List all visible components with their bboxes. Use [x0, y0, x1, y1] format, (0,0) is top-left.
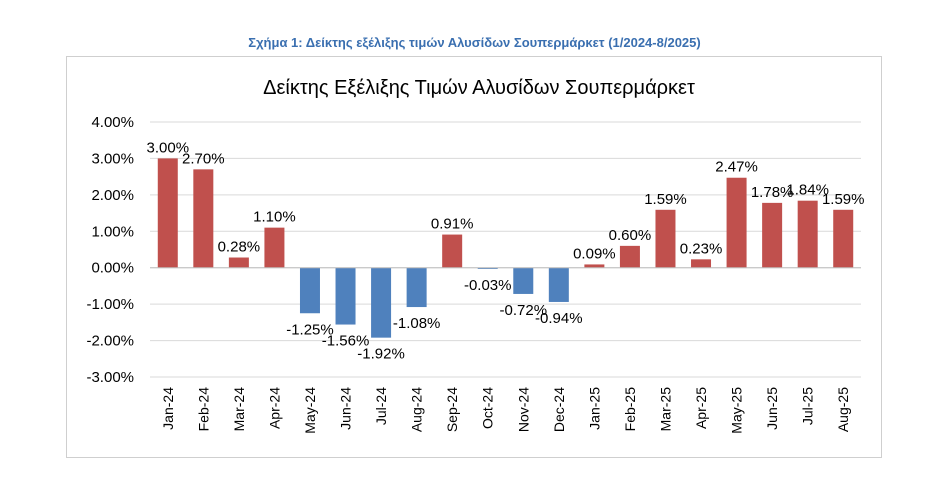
y-axis-tick-labels: 4.00% 3.00% 2.00% 1.00% 0.00% -1.00% -2.00% -3.… [86, 114, 134, 386]
data-label: 0.09% [573, 245, 616, 262]
bar [157, 158, 178, 268]
data-label: -1.25% [286, 321, 334, 338]
x-tick-label: May-25 [729, 387, 745, 434]
data-label: -0.94% [535, 310, 583, 327]
y-tick-label: 1.00% [91, 223, 134, 240]
bar [477, 267, 498, 269]
x-tick-label: May-24 [302, 387, 318, 434]
x-tick-label: Aug-25 [835, 387, 851, 432]
data-labels: 3.00%2.70% 0.28% 1.10% -1.25%-1.56%-1.92% -1… [147, 139, 865, 362]
bar [762, 202, 783, 268]
figure-caption: Σχήμα 1: Δείκτης εξέλιξης τιμών Αλυσίδων… [248, 35, 701, 50]
x-tick-label: Aug-24 [409, 387, 425, 432]
y-tick-label: 3.00% [91, 150, 134, 167]
bar [833, 209, 854, 268]
data-label: 0.60% [609, 227, 652, 244]
bar [655, 209, 676, 268]
data-label: 0.23% [680, 240, 723, 257]
x-tick-label: Sep-24 [444, 387, 460, 432]
data-label: 0.91% [431, 216, 474, 233]
bar [335, 267, 356, 325]
bar [406, 267, 427, 308]
x-tick-label: Feb-25 [622, 387, 638, 432]
data-label: -0.72% [500, 302, 548, 319]
data-label: 1.59% [822, 191, 865, 208]
x-tick-label: Mar-25 [657, 387, 673, 432]
x-tick-label: Apr-25 [693, 387, 709, 429]
x-tick-label: Oct-24 [480, 387, 496, 429]
bar-chart: Δείκτης Εξέλιξης Τιμών Αλυσίδων Σουπερμά… [86, 77, 865, 434]
bar [584, 264, 605, 268]
x-tick-label: Jul-25 [800, 387, 816, 425]
x-tick-label: Jan-24 [160, 387, 176, 430]
x-axis-tick-labels: Jan-24 Feb-24 Mar-24 Apr-24 May-24 Jun-24 Jul-… [160, 387, 851, 434]
chart-title: Δείκτης Εξέλιξης Τιμών Αλυσίδων Σουπερμά… [263, 77, 695, 99]
x-tick-label: Jun-25 [764, 387, 780, 430]
x-tick-label: Jun-24 [338, 387, 354, 430]
bar [513, 267, 534, 294]
bar [228, 257, 249, 268]
data-label: 1.84% [786, 182, 829, 199]
bar [371, 267, 392, 338]
chart-frame: Δείκτης Εξέλιξης Τιμών Αλυσίδων Σουπερμά… [66, 56, 882, 458]
y-tick-label: -2.00% [86, 333, 134, 350]
x-tick-label: Apr-24 [266, 387, 282, 429]
x-tick-label: Feb-24 [195, 387, 211, 432]
y-tick-label: -1.00% [86, 296, 134, 313]
bar [726, 177, 747, 268]
bar [691, 259, 712, 268]
y-tick-label: -3.00% [86, 369, 134, 386]
data-label: 2.47% [715, 159, 758, 176]
data-label: 0.28% [218, 239, 261, 256]
data-label: -1.92% [357, 346, 405, 363]
x-tick-label: Jul-24 [373, 387, 389, 425]
x-tick-label: Dec-24 [551, 387, 567, 432]
bar [264, 227, 285, 268]
data-label: 1.78% [751, 184, 794, 201]
bar [619, 245, 640, 268]
data-label: -1.56% [322, 333, 370, 350]
bars [157, 158, 854, 338]
data-label: -1.08% [393, 315, 441, 332]
data-label: 3.00% [147, 139, 190, 156]
x-tick-label: Mar-24 [231, 387, 247, 432]
bar [193, 169, 214, 268]
data-label: 2.70% [182, 150, 225, 167]
data-label: 1.59% [644, 191, 687, 208]
x-tick-label: Nov-24 [515, 387, 531, 432]
y-tick-label: 0.00% [91, 260, 134, 277]
x-tick-label: Jan-25 [586, 387, 602, 430]
bar [797, 200, 818, 268]
data-label: -0.03% [464, 277, 512, 294]
bar [548, 267, 569, 302]
bar [442, 234, 463, 268]
y-tick-label: 4.00% [91, 114, 134, 131]
data-label: 1.10% [253, 209, 296, 226]
bar [299, 267, 320, 314]
y-tick-label: 2.00% [91, 187, 134, 204]
